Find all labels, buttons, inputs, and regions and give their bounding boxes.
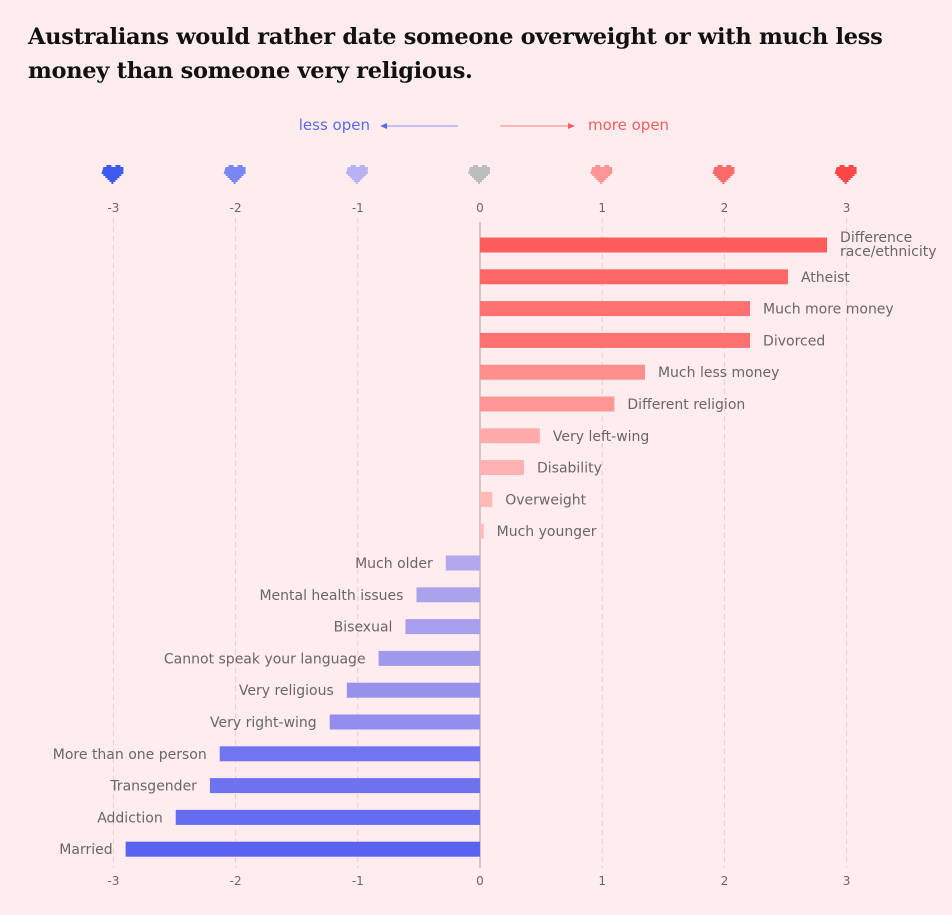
- bar-label: More than one person: [53, 747, 207, 763]
- legend-less-open: less open: [299, 116, 370, 134]
- bar: [480, 269, 788, 285]
- arrow-right-icon: [568, 123, 575, 129]
- tick-label-top: 0: [476, 201, 484, 215]
- bar: [219, 746, 481, 762]
- heart-icon: [834, 165, 857, 184]
- tick-label-top: -2: [230, 201, 242, 215]
- bar: [480, 301, 751, 317]
- bar-label: Disability: [537, 461, 602, 477]
- heart-icon: [712, 165, 735, 184]
- tick-label-top: -1: [352, 201, 364, 215]
- bar-label: Much less money: [658, 365, 780, 381]
- tick-label-bottom: -2: [230, 874, 242, 888]
- bar-label: Cannot speak your language: [164, 651, 366, 667]
- heart-icon: [101, 165, 124, 184]
- bar-label: Divorced: [763, 333, 825, 349]
- tick-label-top: 3: [843, 201, 851, 215]
- tick-label-bottom: 0: [476, 874, 484, 888]
- bar: [329, 714, 480, 730]
- bar-label: Very right-wing: [210, 715, 317, 731]
- bar: [480, 428, 540, 444]
- bar-label: Married: [59, 842, 112, 858]
- tick-label-top: 2: [721, 201, 729, 215]
- heart-icon: [468, 165, 490, 184]
- bar-label: Atheist: [801, 270, 850, 286]
- bar: [480, 460, 524, 476]
- bar-label: Much younger: [497, 524, 597, 540]
- tick-label-top: -3: [107, 201, 119, 215]
- tick-label-bottom: -1: [352, 874, 364, 888]
- bar-label: Very religious: [239, 683, 334, 699]
- bar: [209, 778, 481, 794]
- chart-title: Australians would rather date someone ov…: [28, 24, 883, 84]
- bar: [378, 650, 480, 666]
- bar-label: Overweight: [505, 492, 586, 508]
- bar-label: Difference race/ethnicity: [840, 230, 936, 260]
- tick-label-bottom: 2: [721, 874, 729, 888]
- bar: [175, 809, 481, 825]
- bar: [405, 619, 480, 635]
- bar-label: Addiction: [97, 810, 163, 826]
- heart-icon: [590, 165, 613, 184]
- tick-label-top: 1: [598, 201, 606, 215]
- bar: [416, 587, 480, 603]
- bar-label: Much older: [355, 556, 433, 572]
- tick-label-bottom: -3: [107, 874, 119, 888]
- bar-label: Very left-wing: [553, 429, 649, 445]
- bar: [346, 682, 480, 698]
- bar-label: Transgender: [109, 779, 197, 795]
- tick-label-bottom: 3: [843, 874, 851, 888]
- heart-icon: [223, 165, 246, 184]
- bar: [480, 491, 493, 507]
- bar: [480, 396, 615, 412]
- bar-label: Mental health issues: [259, 588, 403, 604]
- bar: [480, 237, 828, 253]
- bar-label: Bisexual: [334, 620, 393, 636]
- bar: [480, 364, 645, 380]
- heart-icon: [345, 165, 368, 184]
- bar: [480, 523, 484, 539]
- bar-label: Much more money: [763, 302, 894, 318]
- bar: [125, 841, 481, 857]
- bar: [480, 332, 751, 348]
- legend-more-open: more open: [588, 116, 669, 134]
- bar: [445, 555, 480, 571]
- tick-label-bottom: 1: [598, 874, 606, 888]
- bar-label: Different religion: [627, 397, 745, 413]
- arrow-left-icon: [380, 123, 387, 129]
